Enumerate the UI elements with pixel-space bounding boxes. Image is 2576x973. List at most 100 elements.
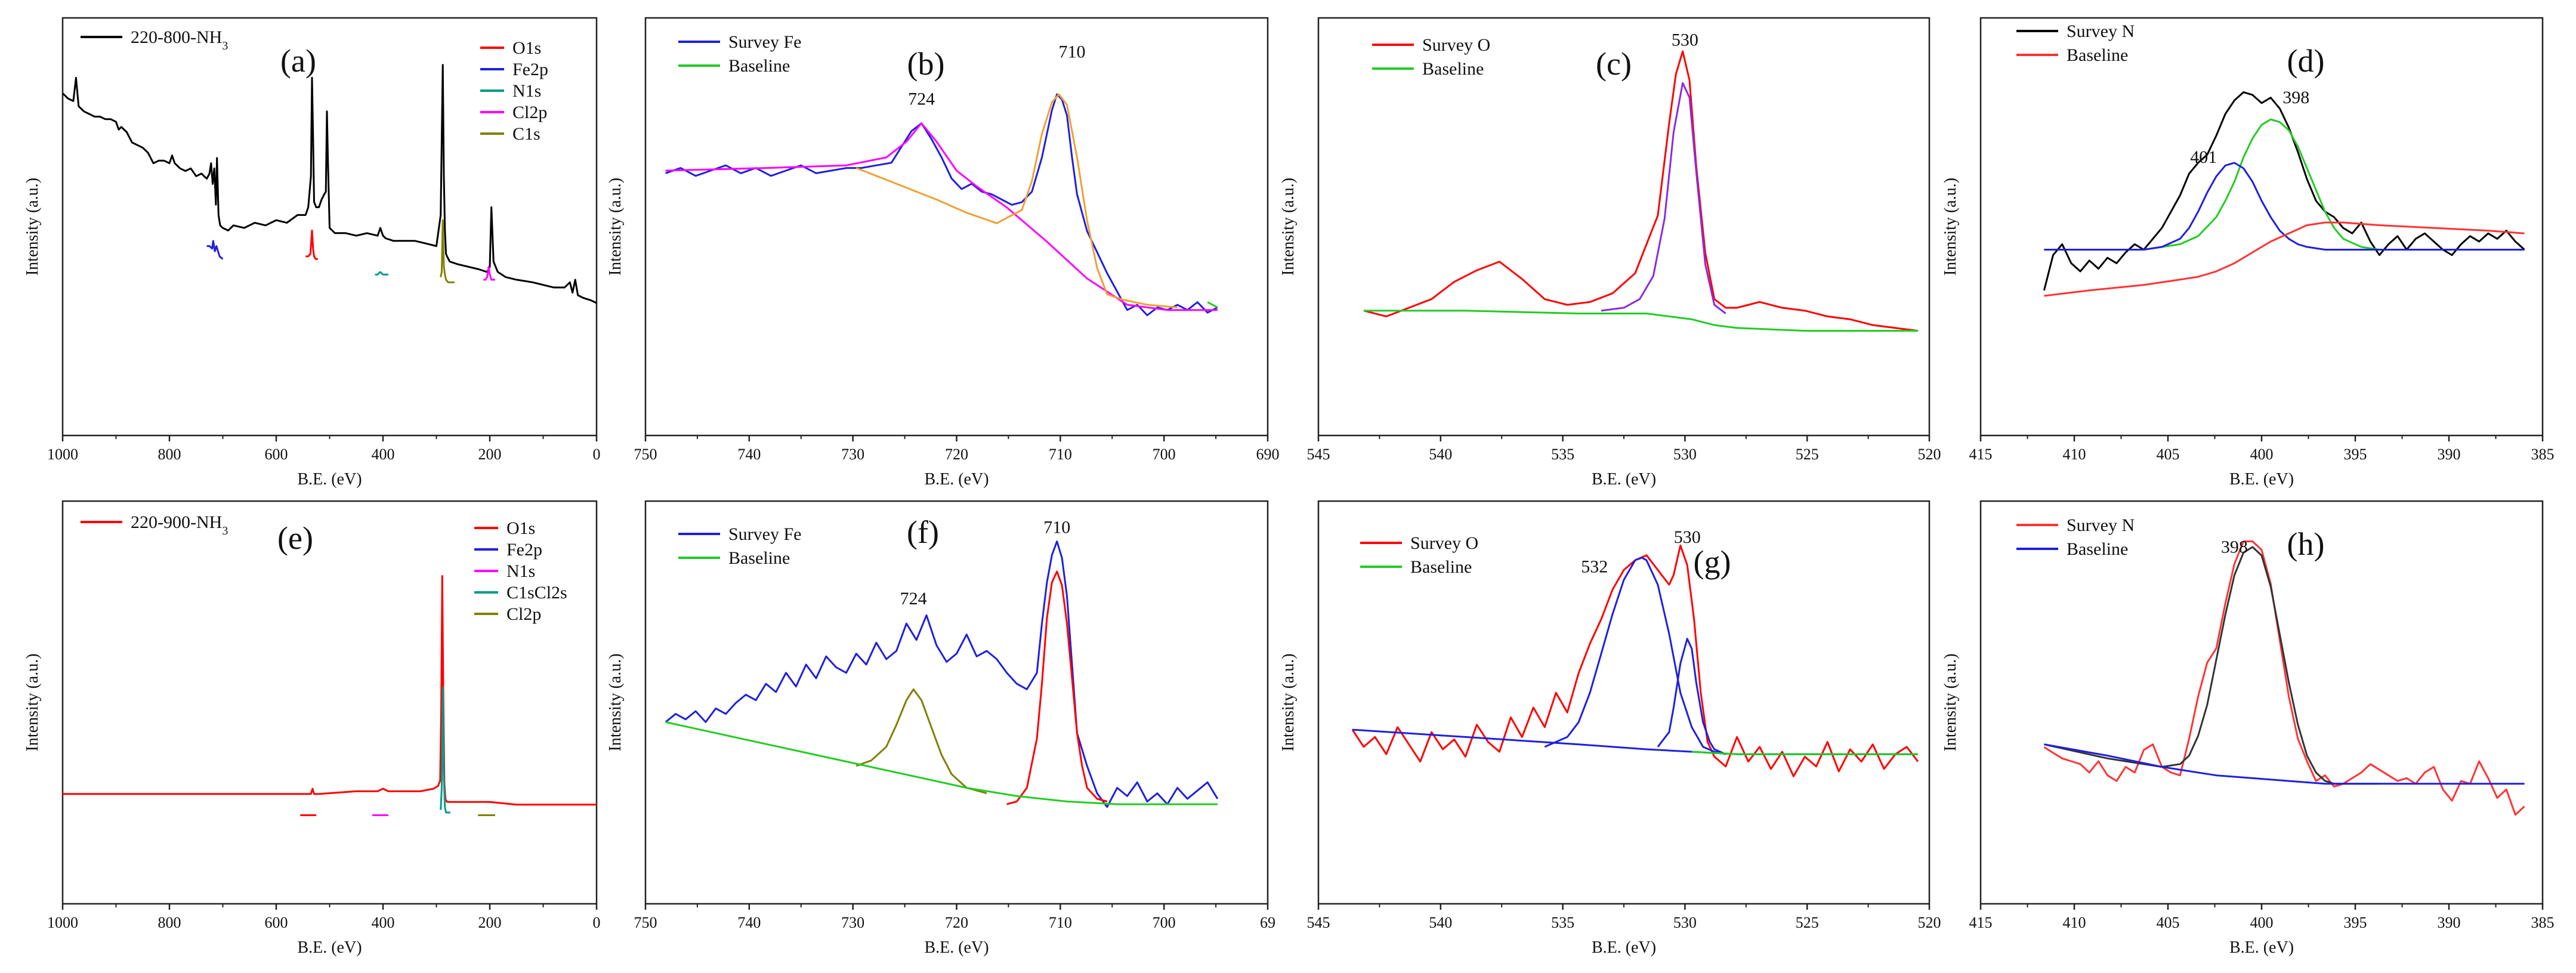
peak-label: 530 xyxy=(1674,527,1701,547)
x-tick-label: 200 xyxy=(478,446,502,463)
peak-label: 724 xyxy=(900,589,927,608)
x-tick-label: 400 xyxy=(2250,914,2274,931)
x-axis-label: B.E. (eV) xyxy=(297,938,362,957)
x-axis-label: B.E. (eV) xyxy=(924,938,989,957)
x-tick-label: 730 xyxy=(841,914,864,931)
series-line-2 xyxy=(665,122,1218,311)
x-tick-label: 700 xyxy=(1153,914,1176,931)
x-tick-label: 600 xyxy=(265,914,288,931)
legend-entry: O1s xyxy=(512,38,541,58)
legend-entry: Fe2p xyxy=(512,60,548,79)
x-tick-label: 720 xyxy=(945,446,968,463)
x-tick-label: 710 xyxy=(1049,914,1072,931)
x-tick-label: 415 xyxy=(1969,446,1993,463)
x-tick-label: 540 xyxy=(1429,914,1452,931)
panel-h: 415 410 405 400 395 390 385 B.E. (eV) Intensity … xyxy=(1941,500,2555,957)
legend-entry: Cl2p xyxy=(506,604,541,624)
peak-label: 530 xyxy=(1672,30,1698,50)
series-line-4 xyxy=(665,721,1218,805)
panel-g: 545 540 535 530 525 520 B.E. (eV) Intensity (a.… xyxy=(1279,500,1941,957)
legend-entry: C1sCl2s xyxy=(506,583,567,603)
x-tick-label: 520 xyxy=(1918,446,1941,463)
x-axis-label: B.E. (eV) xyxy=(1592,470,1656,489)
x-tick-label: 405 xyxy=(2157,914,2180,931)
series-line-3 xyxy=(855,688,987,795)
peak-label: 710 xyxy=(1043,518,1070,538)
peak-label: 710 xyxy=(1058,42,1085,61)
x-axis-label: B.E. (eV) xyxy=(2229,470,2294,489)
panel-letter: (b) xyxy=(907,46,945,82)
x-tick-label: 710 xyxy=(1049,446,1072,463)
x-tick-label: 690 xyxy=(1256,446,1280,463)
x-tick-label: 1000 xyxy=(47,446,78,463)
x-tick-label: 400 xyxy=(372,446,395,463)
series-line-1 xyxy=(2043,91,2525,291)
x-tick-label: 395 xyxy=(2344,914,2367,931)
series-line-1 xyxy=(2043,540,2525,816)
x-tick-label: 390 xyxy=(2438,914,2461,931)
x-tick-label: 1000 xyxy=(47,914,78,931)
series-line-3 xyxy=(305,229,318,260)
panel-letter: (c) xyxy=(1596,46,1632,82)
panel-letter: (f) xyxy=(907,514,939,550)
series-line-2 xyxy=(1601,82,1726,314)
legend-entry: Survey N xyxy=(2067,21,2135,41)
panel-letter: (d) xyxy=(2287,43,2325,79)
peak-label: 401 xyxy=(2190,147,2217,167)
legend-subscript: 3 xyxy=(222,39,228,52)
panel-letter: (h) xyxy=(2287,526,2325,562)
x-tick-label: 600 xyxy=(265,446,288,463)
x-tick-label: 0 xyxy=(593,914,601,931)
x-tick-label: 385 xyxy=(2531,446,2555,463)
x-tick-label: 405 xyxy=(2157,446,2180,463)
y-axis-label: Intensity (a.u.) xyxy=(606,178,625,276)
x-tick-label: 535 xyxy=(1551,446,1574,463)
legend-entry: 220-900-NH3 xyxy=(131,512,228,538)
legend-entry: N1s xyxy=(512,81,541,101)
x-tick-label: 410 xyxy=(2063,446,2086,463)
y-axis-label: Intensity (a.u.) xyxy=(1941,653,1960,751)
x-tick-label: 400 xyxy=(2250,446,2274,463)
panel-e: 1000 800 600 400 200 0 B.E. (eV) Intensity (a.u… xyxy=(23,500,601,957)
peak-label: 532 xyxy=(1581,557,1608,577)
series-line-5 xyxy=(1691,750,1918,755)
series-line-2 xyxy=(206,240,224,260)
series-line-3 xyxy=(1657,638,1726,755)
x-tick-label: 69 xyxy=(1260,914,1275,931)
series-line-1 xyxy=(1363,50,1919,332)
x-tick-label: 540 xyxy=(1429,446,1452,463)
x-tick-label: 740 xyxy=(737,446,761,463)
series-line-2 xyxy=(1006,570,1108,805)
y-axis-label: Intensity (a.u.) xyxy=(1279,653,1298,751)
peak-label: 724 xyxy=(908,89,935,109)
legend-entry: N1s xyxy=(506,561,535,581)
y-axis-label: Intensity (a.u.) xyxy=(23,653,42,751)
x-tick-label: 530 xyxy=(1673,914,1697,931)
x-tick-label: 525 xyxy=(1796,446,1819,463)
legend-entry: Survey Fe xyxy=(728,32,802,52)
x-tick-label: 750 xyxy=(634,914,657,931)
x-axis-label: B.E. (eV) xyxy=(2229,938,2294,957)
x-tick-label: 730 xyxy=(841,446,864,463)
plot-frame xyxy=(1979,17,2544,437)
legend-entry: Baseline xyxy=(728,56,790,76)
x-tick-label: 535 xyxy=(1551,914,1574,931)
plot-frame xyxy=(644,17,1269,437)
y-axis-label: Intensity (a.u.) xyxy=(606,653,625,751)
series-line-1 xyxy=(61,64,597,304)
x-axis-label: B.E. (eV) xyxy=(297,470,362,489)
legend-subscript: 3 xyxy=(222,524,228,538)
legend-entry: Survey N xyxy=(2067,515,2135,535)
x-tick-label: 740 xyxy=(737,914,761,931)
y-axis-label: Intensity (a.u.) xyxy=(23,178,42,276)
panel-a: 1000 800 600 400 200 0 B.E. (eV) Intensity (a.u… xyxy=(23,17,601,489)
x-tick-label: 415 xyxy=(1969,914,1993,931)
x-tick-label: 390 xyxy=(2438,446,2461,463)
legend-entry: Baseline xyxy=(728,548,790,568)
legend-entry: Survey O xyxy=(1410,533,1478,553)
x-axis-label: B.E. (eV) xyxy=(1592,938,1656,957)
plot-frame xyxy=(1979,500,2544,905)
legend-entry: Baseline xyxy=(1410,557,1472,577)
x-tick-label: 0 xyxy=(593,446,601,463)
